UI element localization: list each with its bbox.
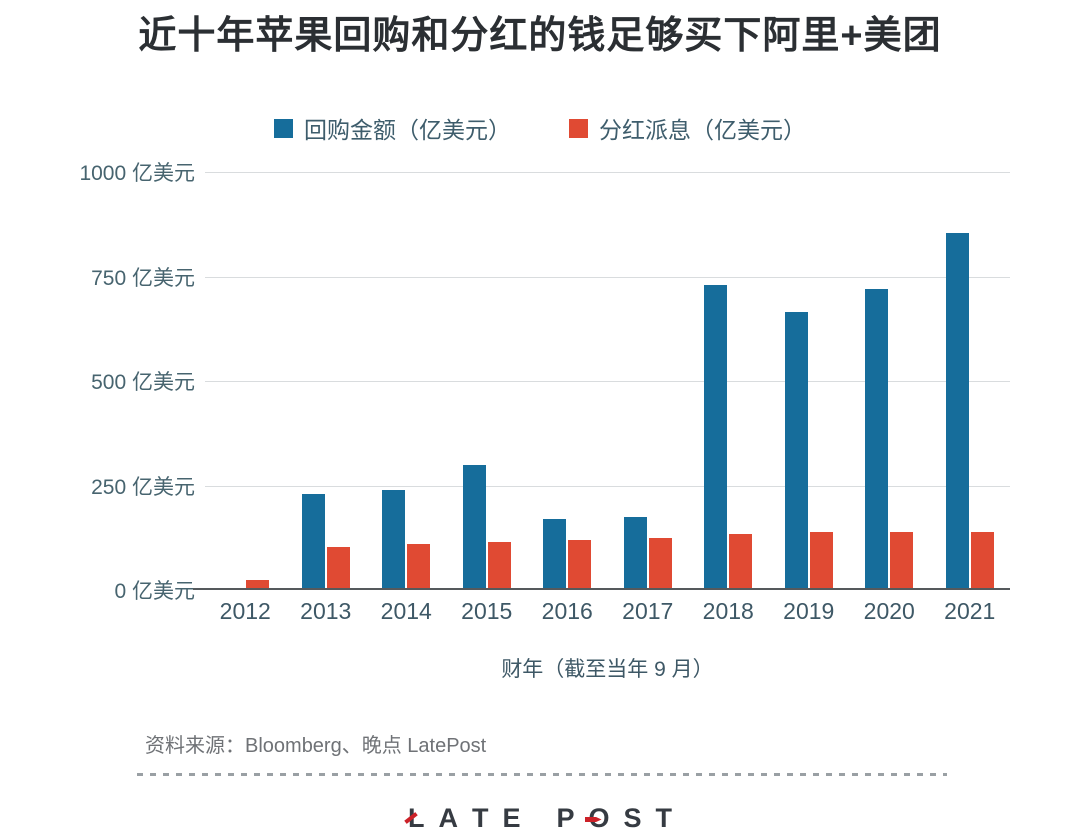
y-tick-label: 1000 亿美元 [79, 162, 195, 186]
dividend-bar-2012 [246, 579, 270, 591]
y-tick-label: 750 亿美元 [91, 266, 195, 290]
buyback-bar-2015 [462, 465, 486, 591]
x-tick-label-2020: 2020 [863, 598, 915, 625]
y-tick-label: 500 亿美元 [91, 371, 195, 395]
legend-item-buyback: 回购金额（亿美元） [274, 111, 511, 145]
legend-label-buyback: 回购金额（亿美元） [304, 117, 511, 144]
dashed-divider [137, 773, 947, 777]
dividend-bar-2013 [326, 546, 350, 591]
dividend-swatch-icon [569, 118, 588, 138]
x-tick-label-2021: 2021 [944, 598, 996, 625]
buyback-swatch-icon [274, 118, 293, 138]
x-tick-label-2015: 2015 [461, 598, 513, 625]
x-tick-label-2018: 2018 [702, 598, 754, 625]
x-tick-label-2012: 2012 [219, 598, 271, 625]
gridline [205, 276, 1010, 278]
x-axis-line [193, 588, 1010, 591]
y-tick-label: 250 亿美元 [91, 475, 195, 499]
bar-group-2018 [688, 172, 769, 591]
buyback-bar-2018 [704, 285, 728, 591]
bar-group-2021 [930, 172, 1011, 591]
bar-chart: 1000 亿美元 750 亿美元 500 亿美元 250 亿美元 0 亿美元 [0, 162, 1080, 603]
dividend-bar-2018 [729, 533, 753, 591]
buyback-bar-2014 [382, 490, 406, 591]
source-note: 资料来源：Bloomberg、晚点 LatePost [145, 735, 487, 758]
dividend-bar-2021 [970, 531, 994, 591]
buyback-bar-2021 [945, 233, 969, 591]
bar-group-2019 [769, 172, 850, 591]
bar-group-2014 [366, 172, 447, 591]
bar-group-2012 [205, 172, 286, 591]
legend-label-dividend: 分红派息（亿美元） [599, 117, 806, 144]
x-tick-label-2019: 2019 [783, 598, 835, 625]
dividend-bar-2020 [890, 531, 914, 591]
dividend-bar-2017 [648, 538, 672, 591]
x-tick-label-2016: 2016 [541, 598, 593, 625]
y-tick-label: 0 亿美元 [114, 580, 195, 604]
bar-group-2017 [608, 172, 689, 591]
bars-layer [205, 172, 1011, 591]
buyback-bar-2016 [543, 519, 567, 591]
buyback-bar-2017 [623, 517, 647, 591]
bar-group-2015 [447, 172, 528, 591]
x-axis-tick-labels: 2012 2013 2014 2015 2016 2017 2018 2019 2020 2021 [205, 598, 1010, 625]
x-tick-label-2014: 2014 [380, 598, 432, 625]
chart-title: 近十年苹果回购和分红的钱足够买下阿里+美团 [138, 15, 942, 57]
buyback-bar-2019 [784, 312, 808, 591]
buyback-bar-2020 [865, 289, 889, 591]
buyback-bar-2013 [301, 494, 325, 591]
dividend-bar-2015 [487, 542, 511, 591]
dividend-bar-2014 [407, 544, 431, 591]
dividend-bar-2016 [568, 540, 592, 591]
bar-group-2016 [527, 172, 608, 591]
bar-group-2013 [286, 172, 367, 591]
x-tick-label-2013: 2013 [300, 598, 352, 625]
gridline [205, 172, 1010, 174]
gridline [205, 485, 1010, 487]
bar-group-2020 [849, 172, 930, 591]
x-axis-title: 财年（截至当年 9 月） [501, 658, 714, 682]
dividend-bar-2019 [809, 531, 833, 591]
legend: 回购金额（亿美元） 分红派息（亿美元） [0, 111, 1080, 145]
legend-item-dividend: 分红派息（亿美元） [569, 111, 806, 145]
gridline [205, 381, 1010, 383]
x-tick-label-2017: 2017 [622, 598, 674, 625]
